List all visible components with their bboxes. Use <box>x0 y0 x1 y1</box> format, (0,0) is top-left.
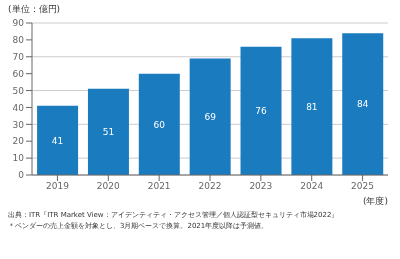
svg-text:76: 76 <box>255 106 267 116</box>
svg-text:30: 30 <box>13 120 25 130</box>
svg-text:51: 51 <box>103 127 114 137</box>
svg-text:80: 80 <box>13 35 25 45</box>
svg-text:2023: 2023 <box>249 181 272 191</box>
svg-text:20: 20 <box>13 136 25 146</box>
svg-text:41: 41 <box>52 136 63 146</box>
svg-text:69: 69 <box>204 112 216 122</box>
svg-text:2025: 2025 <box>351 181 374 191</box>
svg-text:40: 40 <box>13 103 25 113</box>
svg-text:90: 90 <box>13 18 25 28</box>
svg-text:2020: 2020 <box>97 181 120 191</box>
html-text:(年度): (年度) <box>363 196 388 206</box>
html-text:出典：ITR『ITR Market View：アイデンティテ: 出典：ITR『ITR Market View：アイデンティティ・アクセス管理／個… <box>8 211 339 219</box>
svg-text:84: 84 <box>357 99 369 109</box>
svg-text:81: 81 <box>306 102 317 112</box>
svg-text:60: 60 <box>13 69 25 79</box>
html-text:＊ベンダーの売上金額を対象とし、3月期ベースで換算。2021: ＊ベンダーの売上金額を対象とし、3月期ベースで換算。2021年度以降は予測値。 <box>8 222 269 230</box>
svg-text:70: 70 <box>13 52 25 62</box>
html-text:(単位：億円): (単位：億円) <box>8 4 60 14</box>
svg-text:2022: 2022 <box>199 181 222 191</box>
svg-text:60: 60 <box>154 120 166 130</box>
svg-text:10: 10 <box>13 153 25 163</box>
svg-text:2024: 2024 <box>300 181 323 191</box>
svg-text:2019: 2019 <box>46 181 69 191</box>
svg-text:2021: 2021 <box>148 181 171 191</box>
svg-text:0: 0 <box>18 170 24 180</box>
svg-text:50: 50 <box>13 86 25 96</box>
